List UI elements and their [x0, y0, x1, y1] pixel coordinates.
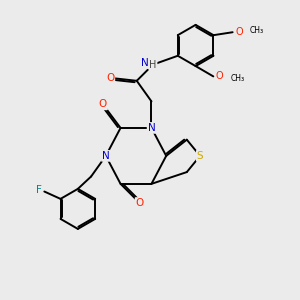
Text: F: F — [36, 185, 42, 195]
Text: N: N — [102, 151, 110, 161]
Text: H: H — [149, 60, 157, 70]
Text: O: O — [216, 71, 224, 81]
Text: CH₃: CH₃ — [250, 26, 264, 35]
Text: N: N — [148, 123, 155, 133]
Text: CH₃: CH₃ — [230, 74, 244, 83]
Text: O: O — [235, 27, 243, 37]
Text: S: S — [197, 151, 203, 161]
Text: N: N — [141, 58, 148, 68]
Text: O: O — [106, 73, 114, 83]
Text: O: O — [99, 99, 107, 110]
Text: O: O — [136, 198, 144, 208]
